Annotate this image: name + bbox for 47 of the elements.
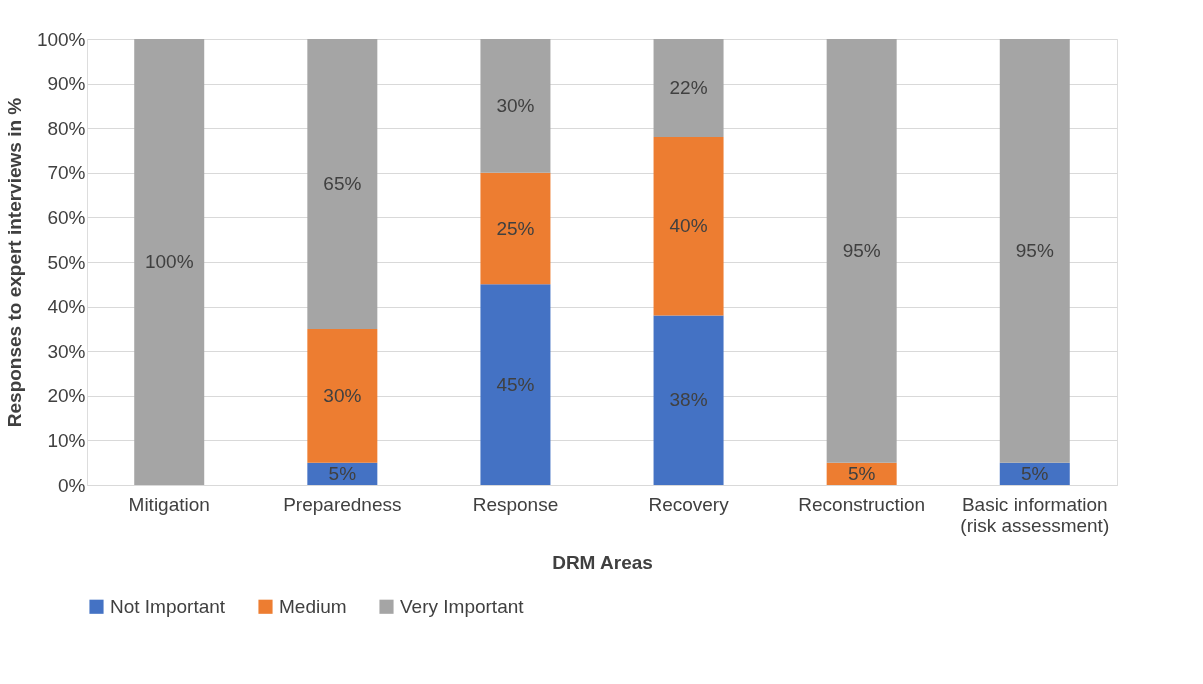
x-tick-label: Reconstruction (798, 493, 926, 515)
bar (307, 328, 378, 463)
bar (999, 39, 1070, 463)
y-tick-label: 90% (47, 73, 86, 95)
y-tick-label: 100% (36, 28, 86, 50)
bar (307, 39, 378, 329)
y-tick-label: 10% (47, 429, 86, 451)
y-tick-label: 40% (47, 296, 86, 318)
x-axis-title: DRM Areas (552, 551, 653, 573)
legend-label: Very Important (400, 595, 525, 617)
y-tick-label: 70% (47, 162, 86, 184)
bar (653, 39, 724, 138)
data-label: 25% (496, 217, 535, 239)
x-tick-label: Response (472, 493, 559, 515)
data-label: 65% (323, 172, 362, 194)
data-label: 30% (323, 384, 362, 406)
y-tick-label: 20% (47, 385, 86, 407)
bar (134, 39, 205, 485)
data-label: 5% (1021, 462, 1049, 484)
data-label: 5% (847, 462, 876, 484)
data-label: 40% (669, 215, 708, 237)
y-tick-label: 80% (47, 117, 86, 139)
bar (653, 137, 724, 316)
bar (653, 315, 724, 485)
data-label: 95% (1015, 239, 1054, 261)
bar (480, 39, 551, 173)
y-axis-title: Responses to expert interviews in % (3, 97, 25, 428)
y-tick-label: 50% (47, 251, 86, 273)
y-tick-label: 30% (47, 340, 86, 362)
bar (826, 39, 897, 463)
legend-label: Medium (279, 595, 347, 617)
x-tick-label: Basic information (risk assessment) (960, 493, 1110, 536)
data-label: 22% (669, 77, 708, 99)
data-label: 5% (328, 462, 357, 484)
x-tick-label: Recovery (648, 493, 730, 515)
data-label: 38% (669, 389, 708, 411)
x-tick-label: Mitigation (128, 493, 210, 515)
bar (480, 284, 551, 485)
y-tick-label: 60% (47, 206, 86, 228)
data-label: 100% (144, 251, 194, 272)
data-label: 95% (842, 239, 881, 261)
bar (480, 172, 551, 285)
legend-label: Not Important (110, 595, 226, 617)
data-label: 45% (496, 373, 535, 395)
x-tick-label: Preparedness (283, 493, 402, 515)
y-tick-label: 0% (58, 474, 86, 496)
data-label: 30% (496, 94, 535, 116)
